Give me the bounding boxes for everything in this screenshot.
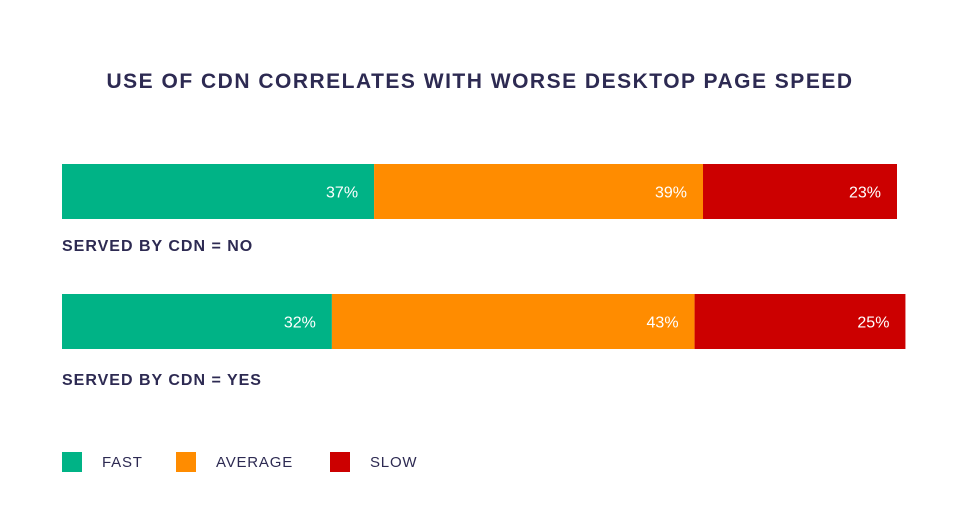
bar-segment-average-1 bbox=[374, 164, 704, 219]
data-label-slow-1: 23% bbox=[849, 185, 881, 202]
legend-label-slow: SLOW bbox=[370, 454, 418, 471]
bar-segment-average-2 bbox=[331, 294, 695, 349]
bar-segment-slow-1 bbox=[703, 164, 897, 219]
legend-label-fast: FAST bbox=[102, 454, 143, 471]
data-label-fast-2: 32% bbox=[284, 315, 316, 332]
data-label-fast-1: 37% bbox=[326, 185, 358, 202]
bar-segment-fast-1 bbox=[62, 164, 375, 219]
legend-swatch-fast bbox=[62, 452, 82, 472]
legend-swatch-average bbox=[176, 452, 196, 472]
data-label-average-1: 39% bbox=[655, 185, 687, 202]
bar-segment-slow-2 bbox=[694, 294, 906, 349]
legend-swatch-slow bbox=[330, 452, 350, 472]
chart-title: USE OF CDN CORRELATES WITH WORSE DESKTOP… bbox=[106, 70, 854, 93]
data-label-slow-2: 25% bbox=[857, 315, 889, 332]
legend-label-average: AVERAGE bbox=[216, 454, 294, 471]
bar-segment-fast-2 bbox=[62, 294, 332, 349]
data-label-average-2: 43% bbox=[647, 315, 679, 332]
category-label-yes: SERVED BY CDN = YES bbox=[62, 372, 262, 389]
category-label-no: SERVED BY CDN = NO bbox=[62, 238, 254, 255]
